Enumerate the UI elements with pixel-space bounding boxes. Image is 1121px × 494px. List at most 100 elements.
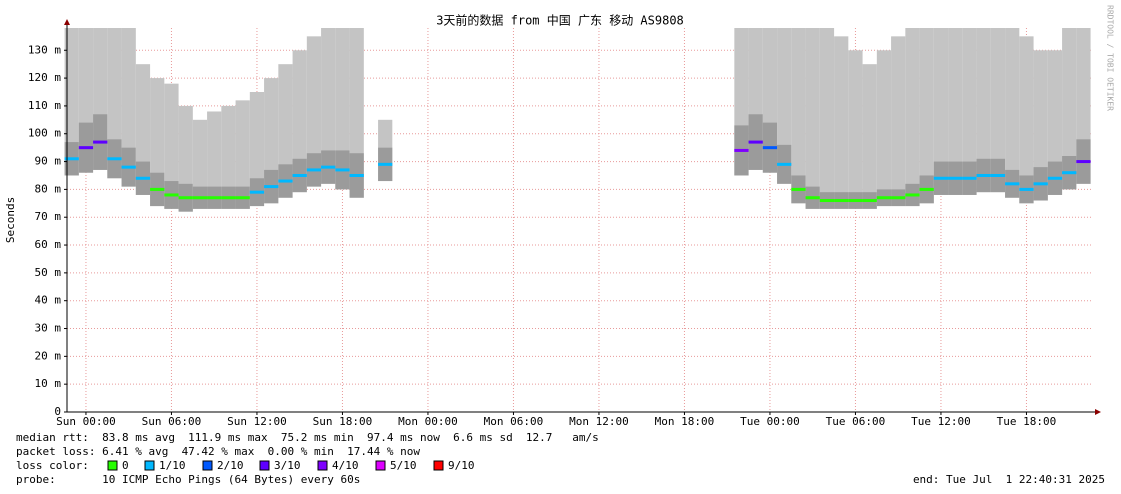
median-point — [292, 173, 307, 177]
footer-end: end: Tue Jul 1 22:40:31 2025 — [913, 473, 1105, 486]
y-tick-label: 20 m — [35, 349, 62, 362]
median-point — [990, 173, 1006, 177]
loss-legend-title: loss color: — [16, 459, 89, 472]
legend-swatch — [144, 460, 155, 471]
smoke-band — [1033, 50, 1048, 201]
legend-swatch — [202, 460, 213, 471]
median-point — [891, 196, 906, 200]
median-point — [1076, 160, 1091, 164]
median-point — [1019, 187, 1034, 191]
median-point — [805, 196, 820, 200]
median-point — [1047, 176, 1063, 180]
median-point — [1062, 171, 1077, 175]
y-tick-label: 10 m — [35, 377, 62, 390]
smoke-band — [306, 36, 322, 187]
median-point — [777, 162, 792, 166]
legend-label: 1/10 — [159, 459, 186, 472]
smoke-band — [848, 50, 863, 209]
median-point — [150, 187, 165, 191]
median-point — [335, 168, 350, 172]
smoke-band — [321, 28, 336, 184]
y-tick-label: 90 m — [35, 155, 62, 168]
median-point — [834, 199, 849, 203]
median-point — [862, 199, 877, 203]
median-point — [976, 173, 991, 177]
median-point — [791, 187, 806, 191]
median-point — [1033, 182, 1048, 186]
smoke-band — [990, 28, 1006, 193]
legend-label: 4/10 — [332, 459, 359, 472]
smoke-band — [791, 28, 806, 204]
smoke-band — [891, 36, 906, 207]
axis-arrow — [1095, 409, 1101, 415]
x-tick-label: Sun 06:00 — [142, 415, 202, 428]
x-tick-label: Tue 18:00 — [997, 415, 1057, 428]
median-point — [192, 196, 208, 200]
smoke-band — [292, 50, 307, 193]
median-point — [1005, 182, 1020, 186]
median-point — [948, 176, 963, 180]
y-tick-label: 100 m — [28, 127, 61, 140]
smoke-band — [919, 28, 934, 204]
smoke-band — [207, 111, 222, 209]
median-point — [933, 176, 949, 180]
smoke-band — [164, 83, 179, 209]
median-point — [93, 140, 108, 144]
axis-arrow — [64, 19, 70, 25]
y-tick-label: 130 m — [28, 43, 61, 56]
median-point — [321, 165, 336, 169]
median-point — [207, 196, 222, 200]
smoke-band — [933, 28, 949, 195]
smoke-band — [834, 36, 849, 209]
footer-median-rtt: median rtt: 83.8 ms avg 111.9 ms max 75.… — [16, 431, 599, 444]
x-tick-label: Sun 18:00 — [313, 415, 373, 428]
plot-area — [64, 28, 1093, 413]
median-point — [264, 185, 279, 189]
legend-label: 2/10 — [217, 459, 244, 472]
smoke-band — [335, 28, 350, 190]
median-point — [349, 173, 364, 177]
y-tick-label: 60 m — [35, 238, 62, 251]
smoke-band — [962, 28, 977, 195]
y-tick-label: 110 m — [28, 99, 61, 112]
x-tick-label: Tue 00:00 — [740, 415, 800, 428]
legend-swatch — [317, 460, 328, 471]
median-point — [734, 148, 749, 152]
median-point — [121, 165, 136, 169]
y-tick-label: 120 m — [28, 71, 61, 84]
x-tick-label: Mon 12:00 — [569, 415, 629, 428]
legend-label: 5/10 — [390, 459, 417, 472]
smoke-band — [249, 92, 265, 207]
smoke-band — [862, 64, 877, 209]
legend-label: 9/10 — [448, 459, 475, 472]
smoke-band — [805, 28, 820, 209]
median-point — [848, 199, 863, 203]
watermark: RRDTOOL / TOBI OETIKER — [1106, 5, 1115, 111]
median-point — [962, 176, 977, 180]
smoke-band — [876, 50, 892, 207]
chart-title: 3天前的数据 from 中国 广东 移动 AS9808 — [436, 13, 684, 28]
median-point — [919, 187, 934, 191]
median-point — [235, 196, 250, 200]
smoke-band — [1047, 50, 1063, 195]
y-tick-label: 50 m — [35, 266, 62, 279]
legend-swatch — [375, 460, 386, 471]
footer-probe: probe: 10 ICMP Echo Pings (64 Bytes) eve… — [16, 473, 360, 486]
smoke-band — [64, 28, 79, 176]
x-tick-label: Mon 00:00 — [398, 415, 458, 428]
footer-packet-loss: packet loss: 6.41 % avg 47.42 % max 0.00… — [16, 445, 420, 458]
median-point — [306, 168, 322, 172]
smoke-band — [948, 28, 963, 195]
smoke-band — [121, 28, 136, 187]
median-point — [905, 193, 920, 197]
legend-label: 0 — [122, 459, 129, 472]
y-tick-label: 40 m — [35, 294, 62, 307]
legend-label: 3/10 — [274, 459, 301, 472]
median-point — [164, 193, 179, 197]
y-tick-label: 70 m — [35, 210, 62, 223]
y-tick-label: 0 — [54, 405, 61, 418]
median-point — [249, 190, 265, 194]
smoke-band — [1062, 28, 1077, 190]
x-tick-label: Mon 06:00 — [484, 415, 544, 428]
smoke-band — [976, 28, 991, 193]
